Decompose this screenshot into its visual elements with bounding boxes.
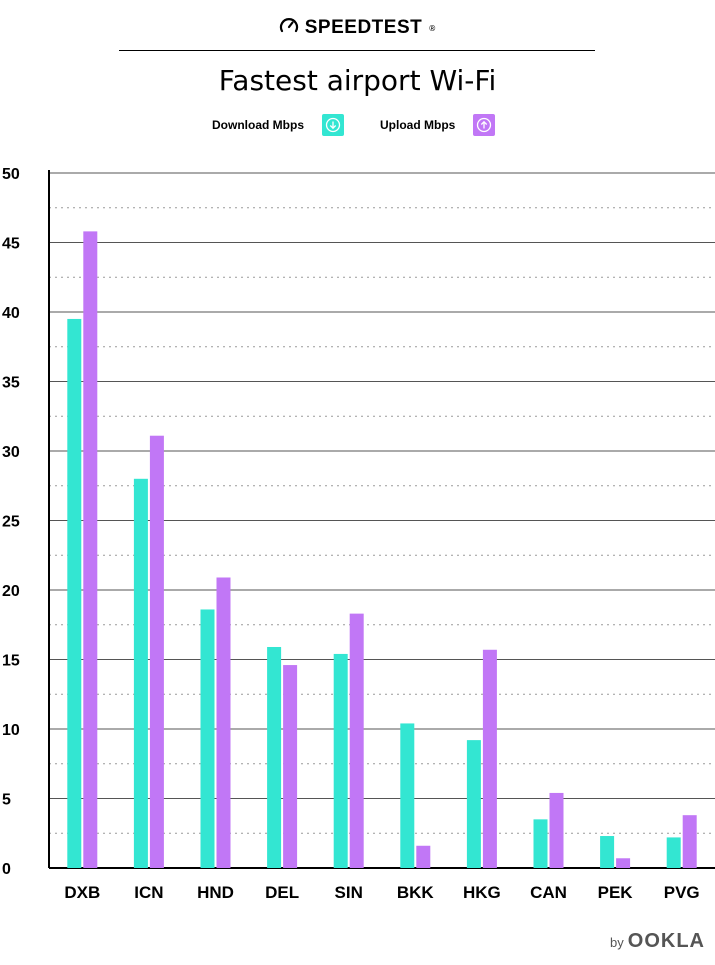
upload-bar-pek xyxy=(616,858,631,868)
y-tick-label: 40 xyxy=(2,305,20,322)
x-category-label: BKK xyxy=(397,883,435,902)
y-tick-label: 35 xyxy=(2,375,20,392)
download-bar-bkk xyxy=(400,723,415,868)
brand-name: SPEEDTEST xyxy=(304,17,423,38)
upload-bar-sin xyxy=(349,613,364,868)
x-category-label: SIN xyxy=(335,883,363,902)
upload-bar-dxb xyxy=(83,231,98,868)
download-bar-pek xyxy=(600,836,615,868)
x-category-label: DEL xyxy=(265,883,299,902)
upload-bar-icn xyxy=(149,435,164,868)
y-tick-label: 50 xyxy=(2,166,20,183)
download-bar-sin xyxy=(333,653,348,868)
x-category-label: HND xyxy=(197,883,234,902)
brand-header: SPEEDTEST ® xyxy=(0,16,715,40)
legend-item-upload: Upload Mbps xyxy=(380,114,496,136)
header-divider xyxy=(119,50,595,51)
legend-label-upload: Upload Mbps xyxy=(380,118,456,132)
download-bar-hnd xyxy=(200,609,215,868)
trademark-mark: ® xyxy=(428,23,437,33)
legend-item-download: Download Mbps xyxy=(212,114,344,136)
y-tick-label: 0 xyxy=(2,861,11,878)
download-arrow-icon xyxy=(322,114,344,136)
y-tick-label: 30 xyxy=(2,444,20,461)
upload-bar-del xyxy=(283,665,298,868)
x-category-label: ICN xyxy=(134,883,163,902)
x-category-label: CAN xyxy=(530,883,567,902)
upload-bar-can xyxy=(549,792,564,868)
y-tick-label: 15 xyxy=(2,653,20,670)
upload-bar-hnd xyxy=(216,577,231,868)
y-tick-label: 10 xyxy=(2,722,20,739)
speedometer-icon xyxy=(279,16,299,40)
x-category-label: HKG xyxy=(463,883,501,902)
x-category-label: PVG xyxy=(664,883,700,902)
y-tick-label: 25 xyxy=(2,514,20,531)
x-category-label: PEK xyxy=(598,883,634,902)
chart-legend: Download Mbps Upload Mbps xyxy=(0,114,715,140)
chart-title: Fastest airport Wi-Fi xyxy=(218,64,497,97)
y-tick-label: 45 xyxy=(2,236,20,253)
upload-bar-bkk xyxy=(416,845,431,868)
download-bar-hkg xyxy=(466,740,481,868)
download-bar-del xyxy=(267,646,282,868)
download-bar-pvg xyxy=(666,837,681,868)
legend-label-download: Download Mbps xyxy=(212,118,304,132)
upload-bar-pvg xyxy=(682,815,697,868)
download-bar-dxb xyxy=(67,318,82,868)
footer-by-text: by xyxy=(610,935,624,950)
download-bar-can xyxy=(533,819,548,868)
y-tick-label: 20 xyxy=(2,583,20,600)
footer-credit: by OOKLA xyxy=(610,930,705,953)
x-category-label: DXB xyxy=(64,883,100,902)
ookla-logo: OOKLA xyxy=(627,930,705,952)
y-tick-label: 5 xyxy=(2,792,11,809)
upload-bar-hkg xyxy=(482,649,497,868)
upload-arrow-icon xyxy=(473,114,496,136)
download-bar-icn xyxy=(133,478,148,868)
